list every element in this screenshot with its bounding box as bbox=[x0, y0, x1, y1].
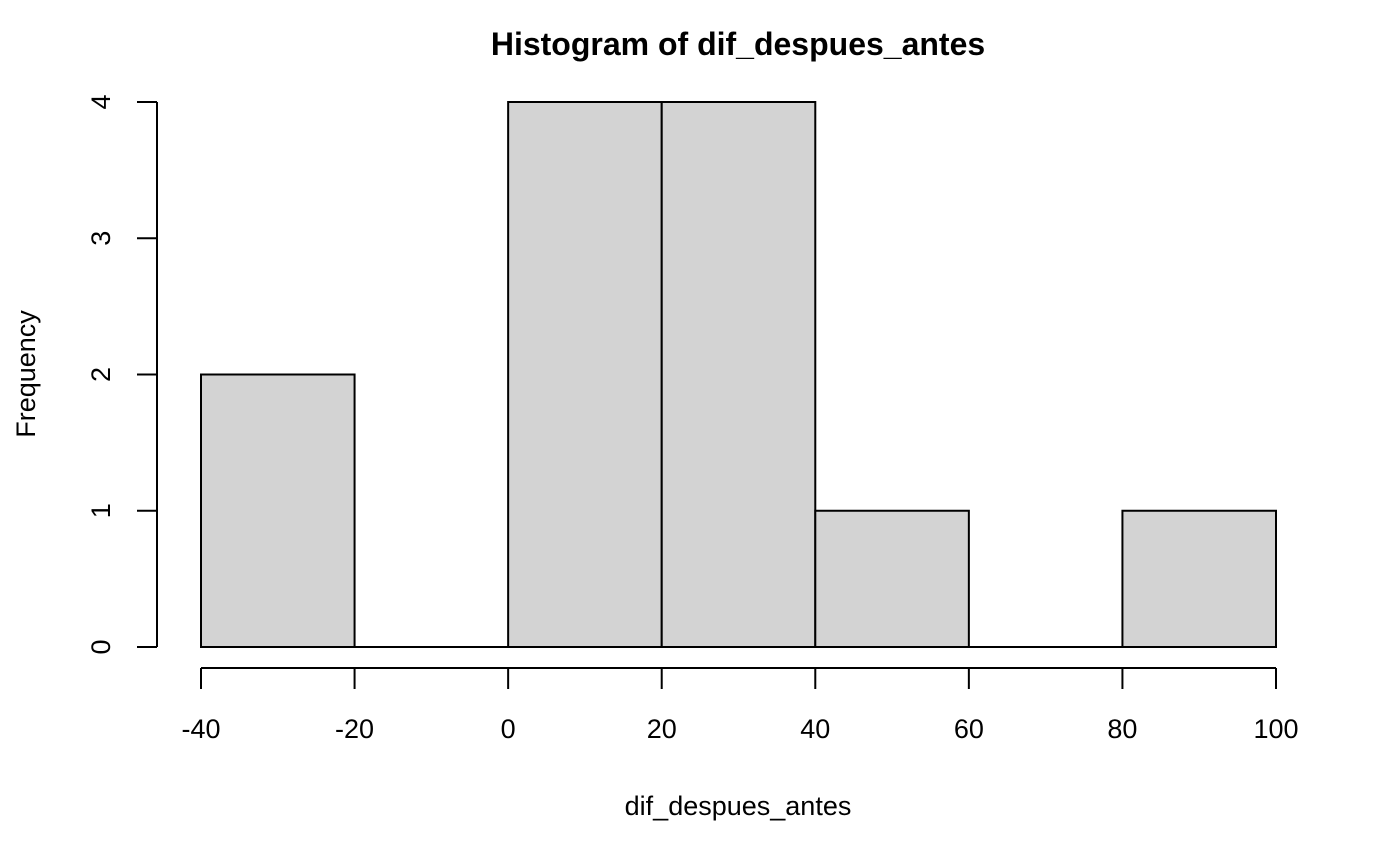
x-tick-label-4: 40 bbox=[800, 714, 830, 744]
histogram-bar-0 bbox=[200, 373, 356, 648]
x-tick-label-7: 100 bbox=[1253, 714, 1298, 744]
x-tick-label-0: -40 bbox=[181, 714, 220, 744]
histogram-bar-4 bbox=[814, 509, 970, 648]
bars-group bbox=[200, 101, 1278, 648]
y-tick-label-0: 0 bbox=[86, 639, 116, 654]
y-tick-label-4: 4 bbox=[86, 94, 116, 109]
histogram-bar-6 bbox=[1121, 509, 1278, 648]
x-axis: -40 -20 0 20 40 60 80 100 bbox=[181, 667, 1299, 744]
x-axis-label: dif_despues_antes bbox=[625, 791, 852, 821]
x-tick-label-2: 0 bbox=[501, 714, 516, 744]
y-axis: 0 1 2 3 4 bbox=[86, 94, 158, 655]
histogram-bar-2 bbox=[507, 101, 663, 648]
y-tick-label-2: 2 bbox=[86, 367, 116, 382]
histogram-bar-3 bbox=[660, 101, 817, 648]
x-tick-label-6: 80 bbox=[1107, 714, 1137, 744]
x-tick-label-5: 60 bbox=[954, 714, 984, 744]
chart-title: Histogram of dif_despues_antes bbox=[491, 26, 985, 62]
x-tick-label-3: 20 bbox=[647, 714, 677, 744]
y-tick-label-3: 3 bbox=[86, 231, 116, 246]
x-tick-label-1: -20 bbox=[335, 714, 374, 744]
y-axis-label: Frequency bbox=[11, 310, 41, 438]
y-tick-label-1: 1 bbox=[86, 503, 116, 518]
